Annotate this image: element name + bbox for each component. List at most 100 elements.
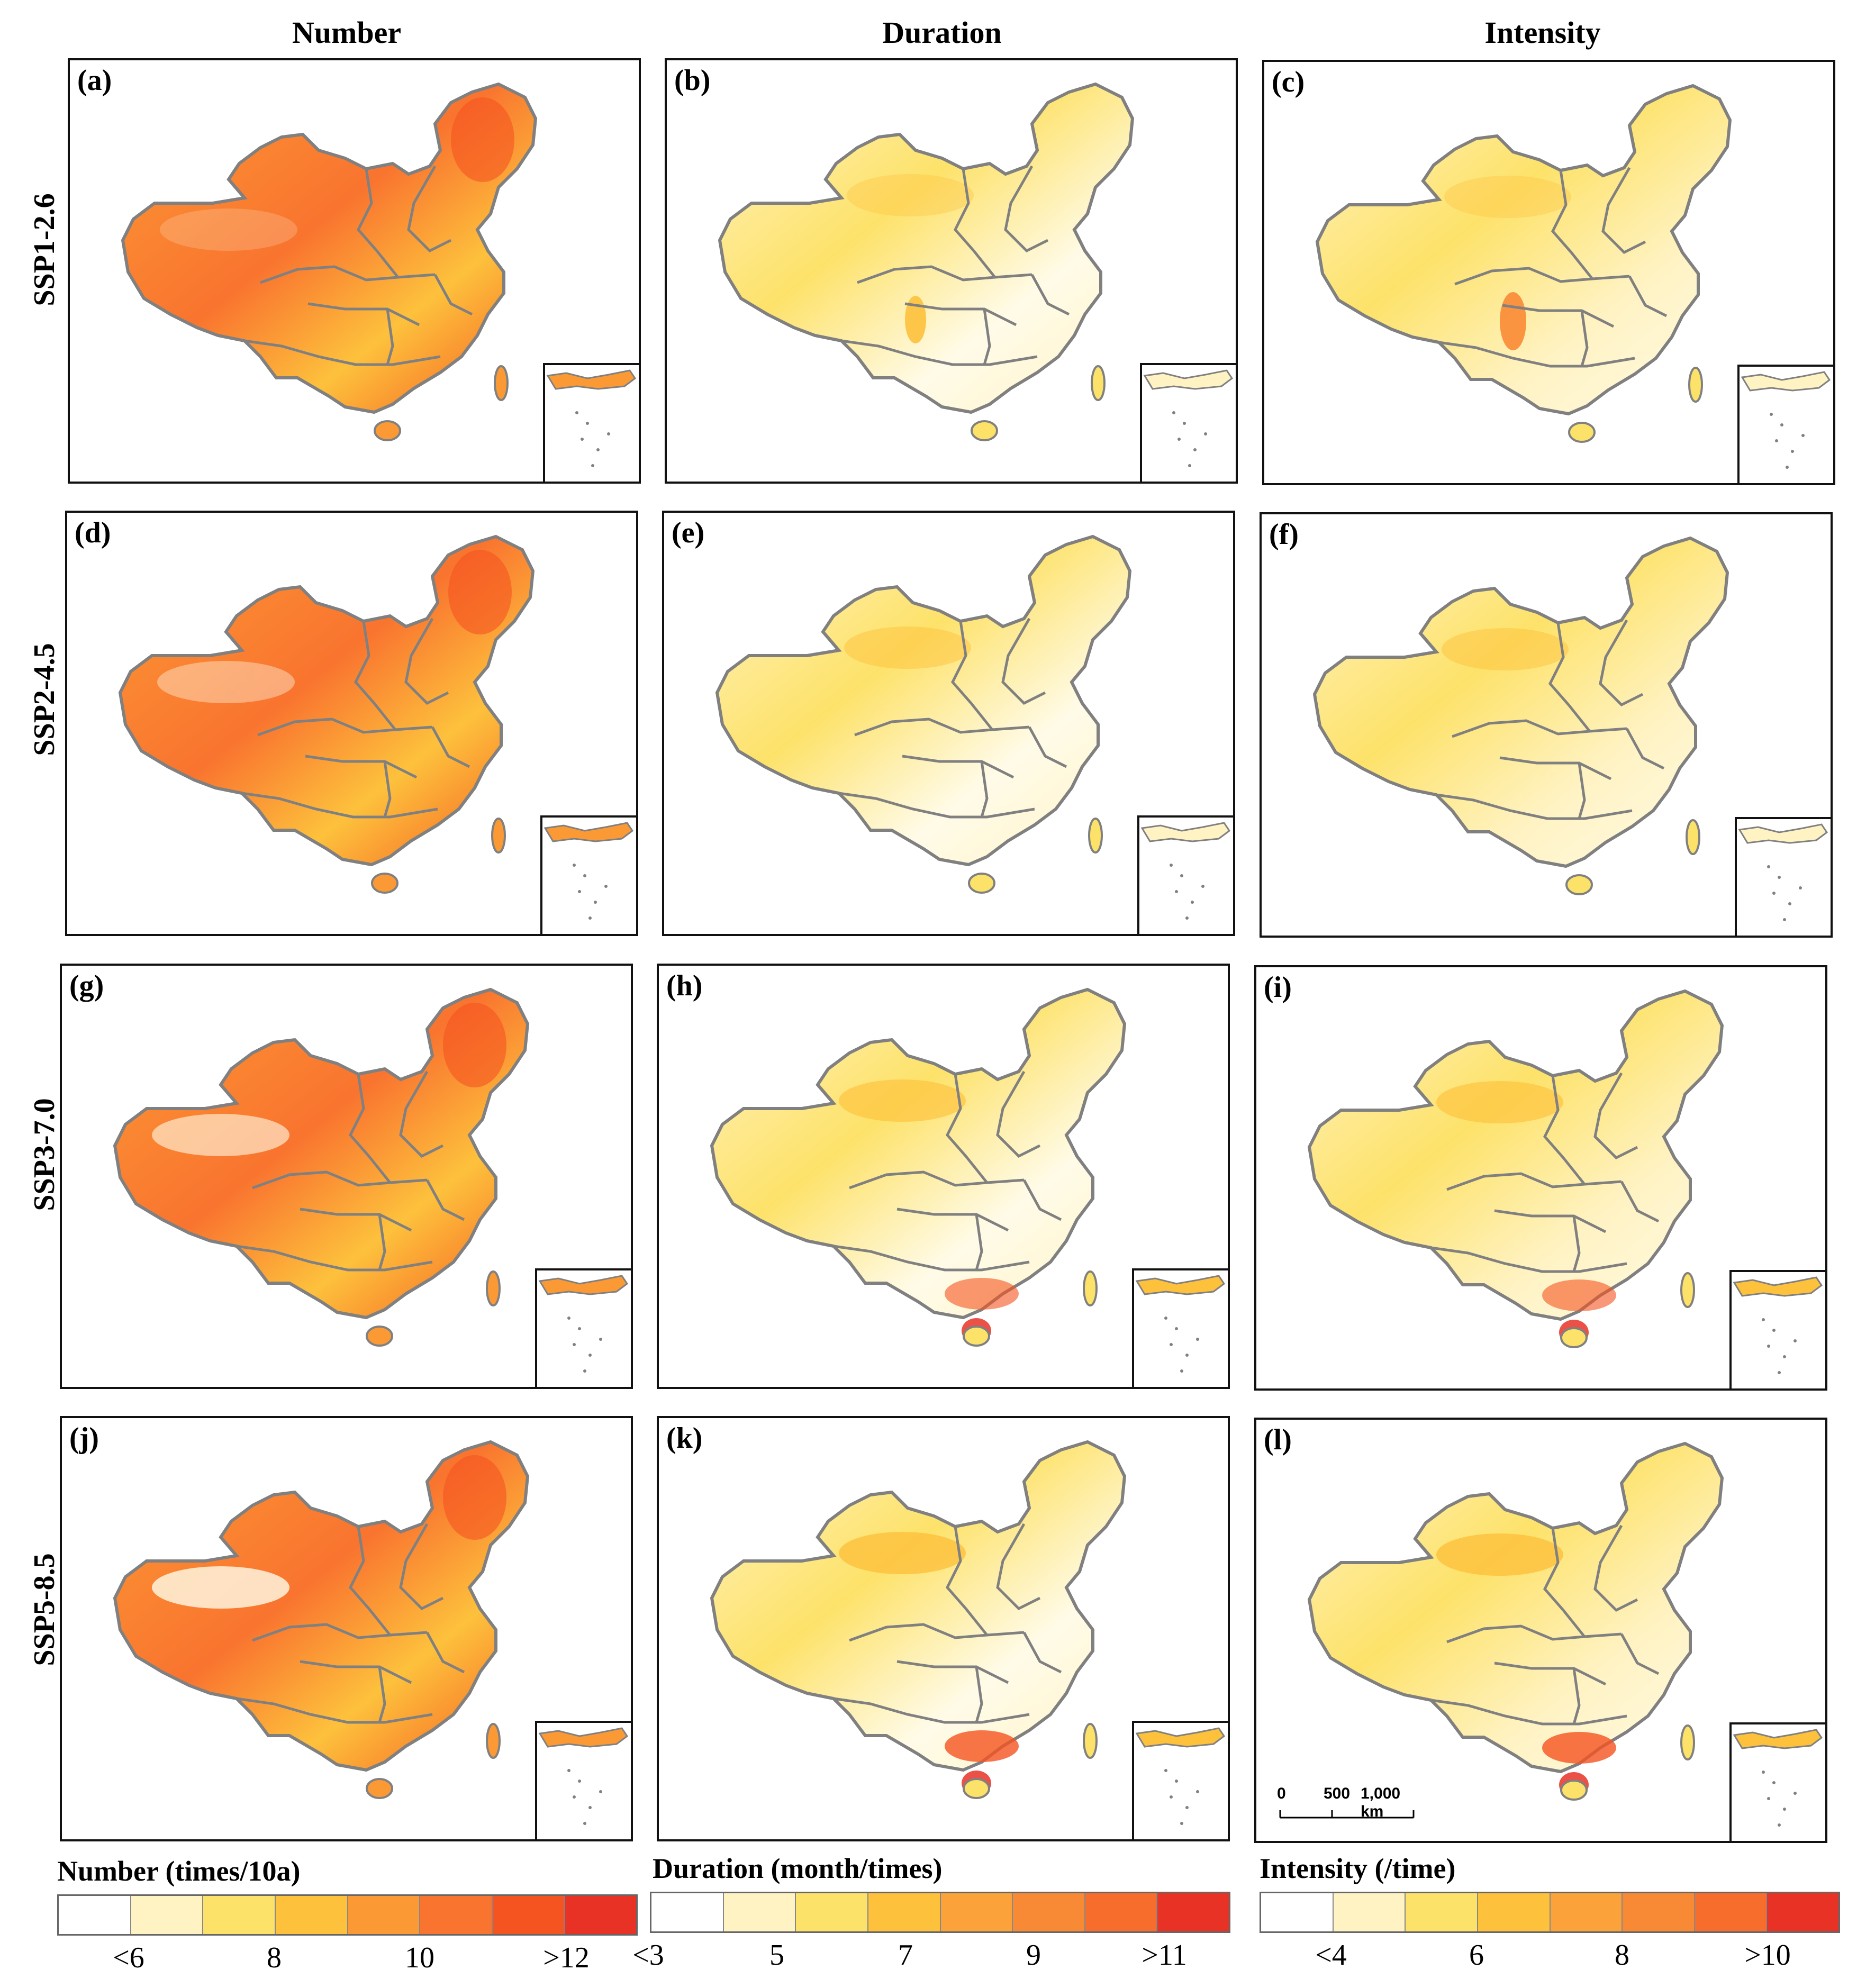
province-boundary [399,1070,444,1158]
province-boundary [1494,1209,1607,1233]
value-hotspot [152,1566,289,1609]
china-map [1315,84,1732,443]
panel-label: (f) [1269,518,1299,551]
china-map [1312,536,1729,895]
legend-tick: <4 [1315,1939,1347,1972]
legend-title-intensity: Intensity (/time) [1260,1853,1456,1884]
legend-color-cell [651,1893,724,1931]
hainan-island [371,873,398,894]
south-china-sea-inset [1735,817,1833,938]
province-boundary [1625,728,1665,770]
legend-title-duration: Duration (month/times) [653,1853,943,1884]
province-boundary [260,265,436,284]
panel-label: (g) [69,969,104,1002]
legend-color-cell [275,1896,348,1934]
china-map [113,987,530,1347]
province-boundary [1620,1181,1660,1223]
province-boundary [1543,1075,1586,1185]
south-china-sea-inset [1737,365,1835,485]
value-hotspot [448,550,512,634]
hainan-island [1565,874,1593,895]
province-boundary [951,621,993,731]
china-map [718,82,1135,441]
hainan-island [963,1326,990,1347]
legend-color-cell [868,1893,941,1931]
province-boundary [854,718,1030,737]
south-china-sea-inset [1729,1270,1827,1391]
legend-color-cell [1406,1893,1478,1931]
province-boundary [975,1666,983,1723]
province-boundary [975,1214,983,1270]
column-title-duration: Duration [882,15,1002,50]
china-outline [1315,84,1732,416]
province-boundary [841,339,1038,366]
legend-tick: >12 [543,1941,590,1974]
province-boundary [902,755,1014,779]
map-panel-a: (a) [68,58,641,484]
taiwan-island [1088,818,1103,854]
taiwan-island [1686,819,1700,855]
map-panel-j: (j) [60,1416,633,1841]
south-china-sea-inset [535,1721,633,1841]
legend-color-cell [1767,1893,1838,1931]
map-panel-e: (e) [662,511,1235,936]
south-china-sea-inset [1132,1721,1230,1841]
province-boundary [257,718,433,737]
china-map [118,534,535,894]
legend-color-cell [1550,1893,1623,1931]
value-hotspot [1500,292,1526,350]
taiwan-island [1688,367,1703,403]
hainan-island [374,420,401,441]
china-map [710,1440,1127,1799]
province-boundary [896,1660,1009,1684]
row-title-ssp245: SSP2-4.5 [28,643,61,756]
panel-label: (l) [1264,1423,1292,1456]
value-hotspot [443,1455,506,1540]
province-boundary [399,1523,444,1611]
south-china-sea-inset [540,815,638,936]
province-boundary [1430,1699,1627,1726]
province-boundary [904,302,1017,326]
province-boundary [980,761,989,818]
china-outline [121,82,538,414]
legend-bar-duration [650,1892,1230,1933]
china-outline [715,534,1132,867]
map-panel-l: (l) 0 500 1,000 km [1254,1418,1827,1843]
legend-tick: <6 [113,1941,144,1974]
province-boundary [946,1074,988,1184]
south-china-sea-inset [535,1268,633,1389]
province-boundary [1593,1524,1638,1612]
province-boundary [1454,267,1630,286]
province-boundary [1620,1633,1660,1675]
province-boundary [386,308,394,365]
scale-label-0: 0 [1277,1785,1286,1802]
legend-title-number: Number (times/10a) [57,1855,301,1887]
province-boundary [1551,170,1593,280]
hainan-island [1560,1780,1588,1801]
value-hotspot [152,1114,289,1156]
province-boundary [1572,1215,1581,1272]
province-boundary [252,1170,428,1190]
panel-label: (a) [77,64,112,97]
province-boundary [244,339,441,366]
legend-tick: <3 [632,1939,664,1972]
legend-bar-number [57,1894,638,1936]
taiwan-island [486,1723,501,1759]
taiwan-island [1091,365,1106,401]
province-boundary [307,302,420,326]
province-boundary [1599,619,1644,707]
legend-tick: 8 [267,1941,282,1974]
panel-label: (i) [1264,971,1292,1004]
province-boundary [983,308,991,365]
south-china-sea-inset [1137,815,1235,936]
china-outline [710,987,1127,1320]
hainan-island [1568,422,1596,443]
china-outline [1307,1441,1724,1774]
value-hotspot [1542,1279,1616,1311]
china-outline [1307,989,1724,1321]
south-china-sea-inset [543,363,641,484]
legend-color-cell [1623,1893,1695,1931]
legend-color-cell [131,1896,204,1934]
province-boundary [1438,341,1635,368]
province-boundary [1030,274,1070,316]
